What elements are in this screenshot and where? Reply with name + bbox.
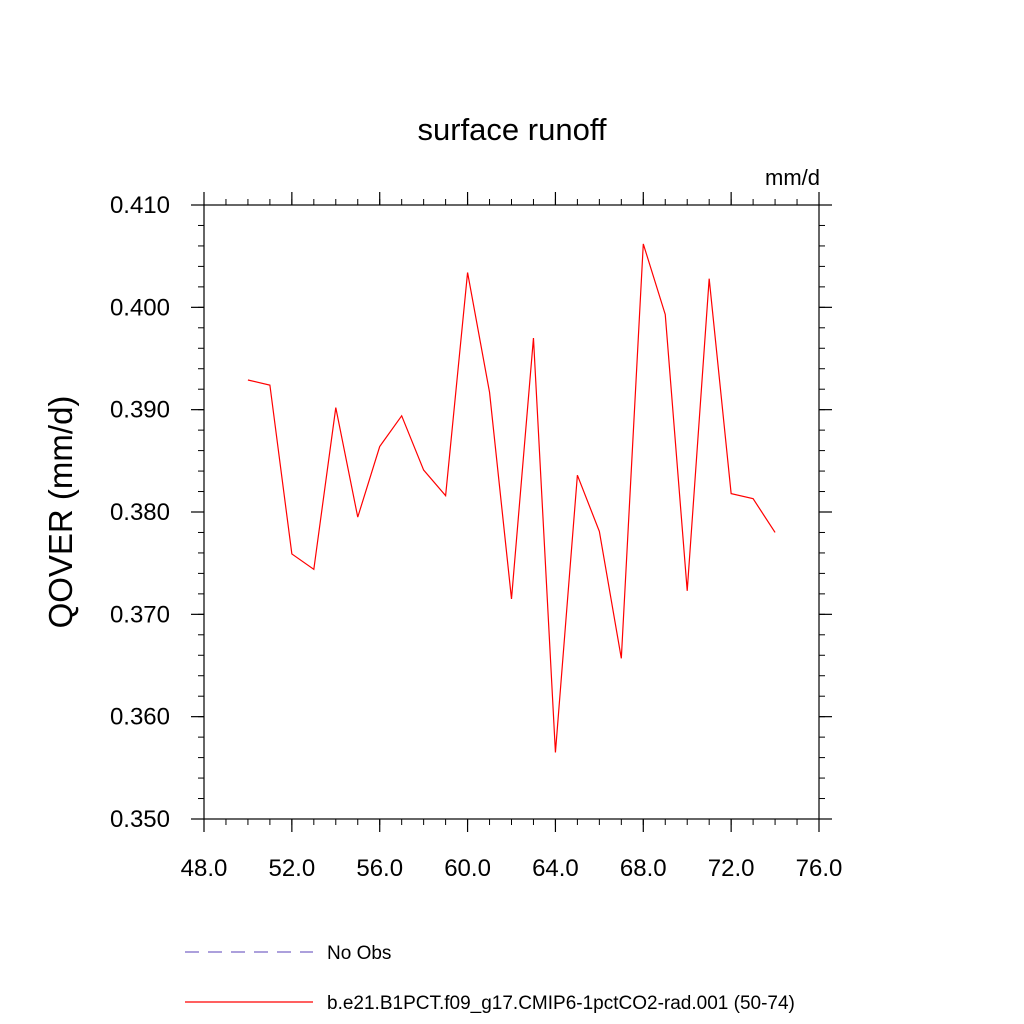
y-axis-label: QOVER (mm/d) — [42, 396, 79, 629]
legend-label: No Obs — [327, 943, 391, 964]
x-tick-label: 52.0 — [268, 855, 315, 882]
x-tick-label: 68.0 — [620, 855, 667, 882]
series-line-1 — [247, 243, 776, 753]
y-tick-label: 0.390 — [110, 397, 170, 424]
x-tick-label: 76.0 — [796, 855, 843, 882]
x-tick-label: 64.0 — [532, 855, 579, 882]
y-tick-label: 0.360 — [110, 704, 170, 731]
units-label: mm/d — [765, 165, 820, 190]
y-axis-ticks: 0.350 0.360 0.370 0.380 0.390 0.400 0.410 — [110, 192, 832, 833]
y-tick-label: 0.400 — [110, 294, 170, 321]
x-tick-label: 60.0 — [444, 855, 491, 882]
x-tick-label: 48.0 — [181, 855, 228, 882]
x-axis-ticks: 48.0 52.0 56.0 60.0 64.0 68.0 72.0 76.0 — [181, 192, 843, 882]
y-tick-label: 0.350 — [110, 806, 170, 833]
x-tick-label: 56.0 — [356, 855, 403, 882]
minor-ticks — [198, 199, 825, 825]
chart-title: surface runoff — [418, 112, 607, 147]
y-tick-label: 0.370 — [110, 601, 170, 628]
legend-label: b.e21.B1PCT.f09_g17.CMIP6-1pctCO2-rad.00… — [327, 993, 795, 1014]
y-tick-label: 0.410 — [110, 192, 170, 219]
y-tick-label: 0.380 — [110, 499, 170, 526]
series-layer — [247, 243, 776, 753]
plot-frame — [203, 204, 820, 820]
legend: No Obs b.e21.B1PCT.f09_g17.CMIP6-1pctCO2-… — [185, 943, 795, 1014]
x-tick-label: 72.0 — [708, 855, 755, 882]
